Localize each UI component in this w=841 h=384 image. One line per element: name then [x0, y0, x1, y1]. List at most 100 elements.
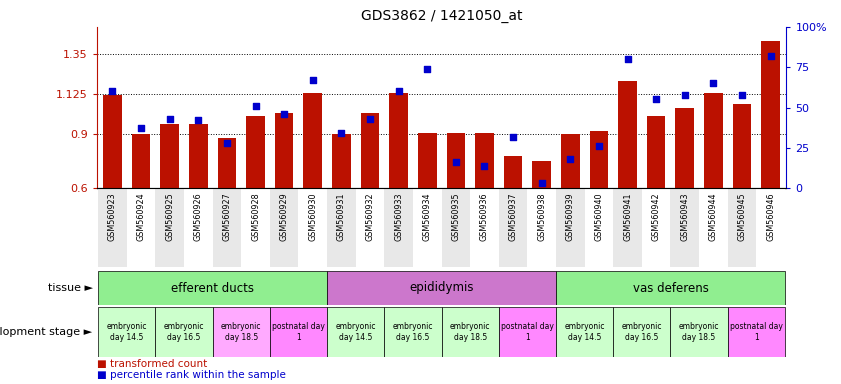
Bar	[504, 156, 522, 188]
Bar	[327, 188, 356, 267]
Bar	[270, 188, 299, 267]
Text: ■ percentile rank within the sample: ■ percentile rank within the sample	[97, 370, 286, 380]
Point	[506, 134, 520, 140]
Point	[478, 162, 491, 169]
Bar	[556, 271, 785, 305]
Point	[420, 66, 434, 72]
Bar	[642, 188, 670, 267]
Point	[335, 130, 348, 136]
Bar	[442, 307, 499, 357]
Title: GDS3862 / 1421050_at: GDS3862 / 1421050_at	[361, 9, 522, 23]
Bar	[413, 188, 442, 267]
Bar	[327, 271, 556, 305]
Point	[678, 91, 691, 98]
Text: embryonic
day 16.5: embryonic day 16.5	[621, 323, 662, 342]
Bar	[98, 307, 156, 357]
Text: GSM560938: GSM560938	[537, 192, 546, 241]
Bar	[613, 307, 670, 357]
Bar	[98, 271, 327, 305]
Bar	[475, 132, 494, 188]
Bar	[499, 307, 556, 357]
Text: embryonic
day 18.5: embryonic day 18.5	[221, 323, 262, 342]
Point	[106, 88, 119, 94]
Text: postnatal day
1: postnatal day 1	[730, 323, 783, 342]
Text: vas deferens: vas deferens	[632, 281, 708, 295]
Text: GSM560930: GSM560930	[309, 192, 317, 241]
Bar	[384, 307, 442, 357]
Point	[363, 116, 377, 122]
Text: embryonic
day 16.5: embryonic day 16.5	[393, 323, 433, 342]
Bar	[418, 132, 436, 188]
Bar	[675, 108, 694, 188]
Bar	[704, 93, 722, 188]
Text: GSM560946: GSM560946	[766, 192, 775, 241]
Text: embryonic
day 14.5: embryonic day 14.5	[336, 323, 376, 342]
Text: GSM560937: GSM560937	[509, 192, 517, 241]
Point	[306, 77, 320, 83]
Text: embryonic
day 14.5: embryonic day 14.5	[107, 323, 147, 342]
Bar	[470, 188, 499, 267]
Bar	[699, 188, 727, 267]
Bar	[361, 113, 379, 188]
Point	[535, 180, 548, 186]
Text: GSM560934: GSM560934	[423, 192, 431, 241]
Text: embryonic
day 14.5: embryonic day 14.5	[564, 323, 605, 342]
Bar	[733, 104, 751, 188]
Bar	[304, 93, 322, 188]
Text: tissue ►: tissue ►	[47, 283, 93, 293]
Text: GSM560944: GSM560944	[709, 192, 718, 241]
Bar	[213, 307, 270, 357]
Text: GSM560942: GSM560942	[652, 192, 661, 241]
Point	[135, 126, 148, 132]
Point	[706, 80, 720, 86]
Bar	[499, 188, 527, 267]
Bar	[161, 124, 179, 188]
Text: GSM560935: GSM560935	[452, 192, 460, 241]
Bar	[332, 134, 351, 188]
Point	[163, 116, 177, 122]
Bar	[189, 124, 208, 188]
Bar	[127, 188, 156, 267]
Bar	[527, 188, 556, 267]
Bar	[156, 188, 184, 267]
Text: embryonic
day 18.5: embryonic day 18.5	[450, 323, 490, 342]
Text: GSM560924: GSM560924	[136, 192, 145, 241]
Bar	[727, 307, 785, 357]
Text: GSM560923: GSM560923	[108, 192, 117, 241]
Point	[592, 143, 606, 149]
Bar	[213, 188, 241, 267]
Text: GSM560940: GSM560940	[595, 192, 603, 241]
Text: GSM560931: GSM560931	[337, 192, 346, 241]
Bar	[670, 307, 727, 357]
Text: postnatal day
1: postnatal day 1	[501, 323, 554, 342]
Text: development stage ►: development stage ►	[0, 327, 93, 337]
Point	[392, 88, 405, 94]
Text: efferent ducts: efferent ducts	[171, 281, 254, 295]
Bar	[727, 188, 756, 267]
Bar	[590, 131, 608, 188]
Bar	[156, 307, 213, 357]
Point	[764, 53, 777, 59]
Bar	[618, 81, 637, 188]
Text: epididymis: epididymis	[410, 281, 473, 295]
Bar	[561, 134, 579, 188]
Text: ■ transformed count: ■ transformed count	[97, 359, 207, 369]
Text: GSM560945: GSM560945	[738, 192, 747, 241]
Text: GSM560925: GSM560925	[165, 192, 174, 241]
Text: GSM560929: GSM560929	[280, 192, 288, 241]
Point	[220, 140, 234, 146]
Bar	[103, 95, 122, 188]
Text: GSM560927: GSM560927	[222, 192, 231, 241]
Bar	[246, 116, 265, 188]
Bar	[447, 132, 465, 188]
Text: embryonic
day 18.5: embryonic day 18.5	[679, 323, 719, 342]
Bar	[356, 188, 384, 267]
Point	[621, 56, 634, 62]
Bar	[384, 188, 413, 267]
Bar	[756, 188, 785, 267]
Bar	[299, 188, 327, 267]
Bar	[184, 188, 213, 267]
Bar	[132, 134, 151, 188]
Bar	[241, 188, 270, 267]
Bar	[270, 307, 327, 357]
